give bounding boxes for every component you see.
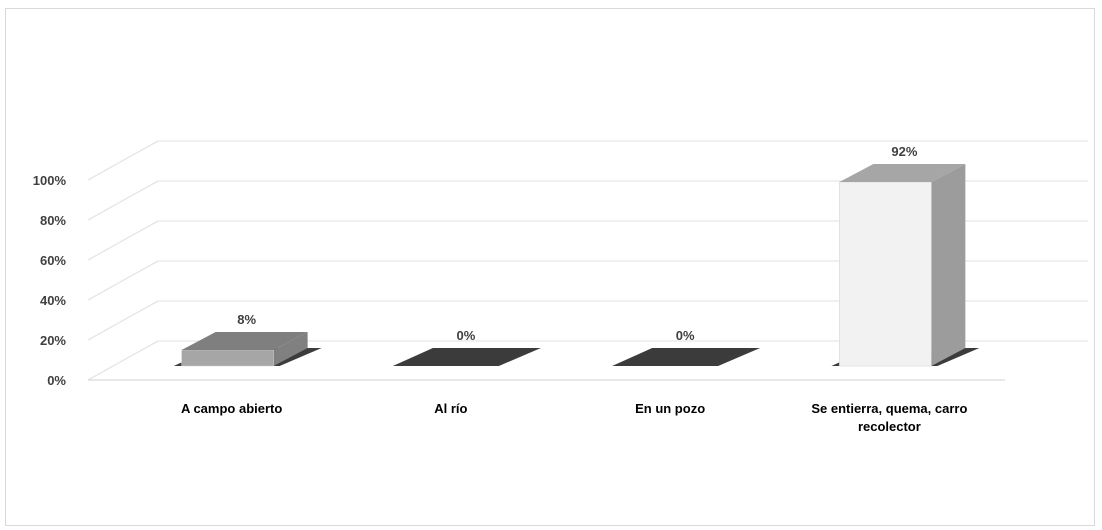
gridline-diagonal [87,260,159,301]
data-label: 0% [676,328,695,343]
bar-top-face [620,348,747,366]
data-label: 8% [237,312,256,327]
bar-top-face [839,164,966,182]
y-tick-label: 0% [47,373,66,388]
bar-front-face [839,181,932,367]
category-label: Al río [434,401,467,416]
bar-top-face [400,348,527,366]
y-tick-label: 60% [40,253,66,268]
category-label: En un pozo [635,401,705,416]
gridline-diagonal [87,300,159,341]
bar-side-face [931,164,966,366]
y-tick-label: 40% [40,293,66,308]
category-label: recolector [858,419,921,434]
data-label: 0% [456,328,475,343]
y-tick-label: 20% [40,333,66,348]
gridline-diagonal [87,340,159,381]
bars [181,164,966,367]
data-labels: 8% 0% 0% 92% [237,144,918,343]
category-label: A campo abierto [181,401,282,416]
y-tick-label: 80% [40,213,66,228]
bar-top-face [181,332,308,350]
category-label: Se entierra, quema, carro [811,401,967,416]
gridline-diagonal [87,140,159,181]
y-axis-tick-labels: 0% 20% 40% 60% 80% 100% [33,173,67,388]
gridline-diagonal [87,180,159,221]
x-axis-category-labels: A campo abierto Al río En un pozo Se entier… [181,401,968,434]
bar-side-face [273,332,308,366]
data-label: 92% [891,144,917,159]
y-tick-label: 100% [33,173,67,188]
gridline-diagonal [87,220,159,261]
bar-front-face [181,349,274,367]
